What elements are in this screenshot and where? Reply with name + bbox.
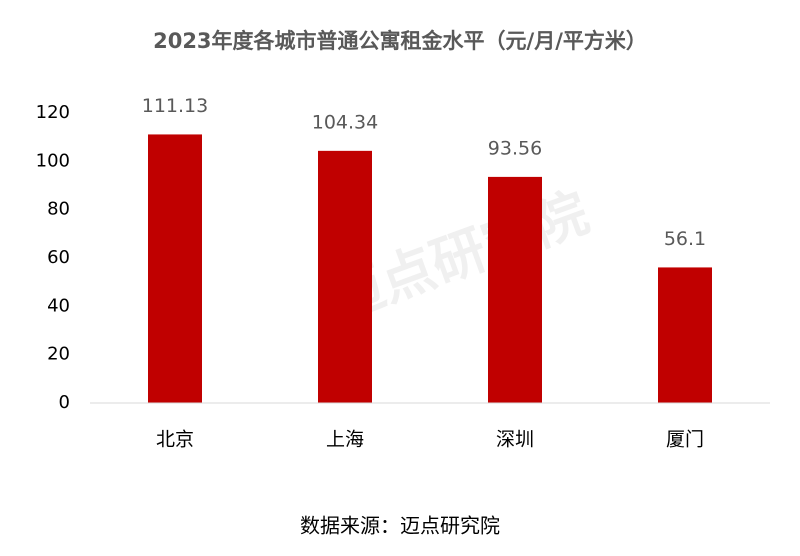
- value-label: 111.13: [142, 95, 208, 117]
- x-tick-label: 上海: [326, 429, 364, 451]
- value-label: 104.34: [312, 111, 378, 133]
- y-tick-label: 100: [36, 150, 70, 171]
- y-tick-label: 120: [36, 102, 70, 123]
- value-label: 56.1: [664, 228, 706, 250]
- x-tick-label: 厦门: [666, 429, 704, 451]
- bar: [658, 267, 712, 403]
- y-tick-label: 80: [47, 199, 70, 220]
- bar: [488, 176, 542, 403]
- x-tick-label: 深圳: [496, 429, 534, 451]
- x-tick-label: 北京: [156, 429, 194, 451]
- bar: [318, 150, 372, 403]
- bar: [148, 134, 202, 403]
- value-label: 93.56: [488, 137, 542, 159]
- y-tick-label: 40: [47, 295, 70, 316]
- y-tick-label: 60: [47, 247, 70, 268]
- source-note: 数据来源：迈点研究院: [300, 514, 500, 538]
- chart-title: 2023年度各城市普通公寓租金水平（元/月/平方米）: [153, 29, 647, 53]
- y-tick-label: 20: [47, 344, 70, 365]
- y-tick-label: 0: [59, 392, 70, 413]
